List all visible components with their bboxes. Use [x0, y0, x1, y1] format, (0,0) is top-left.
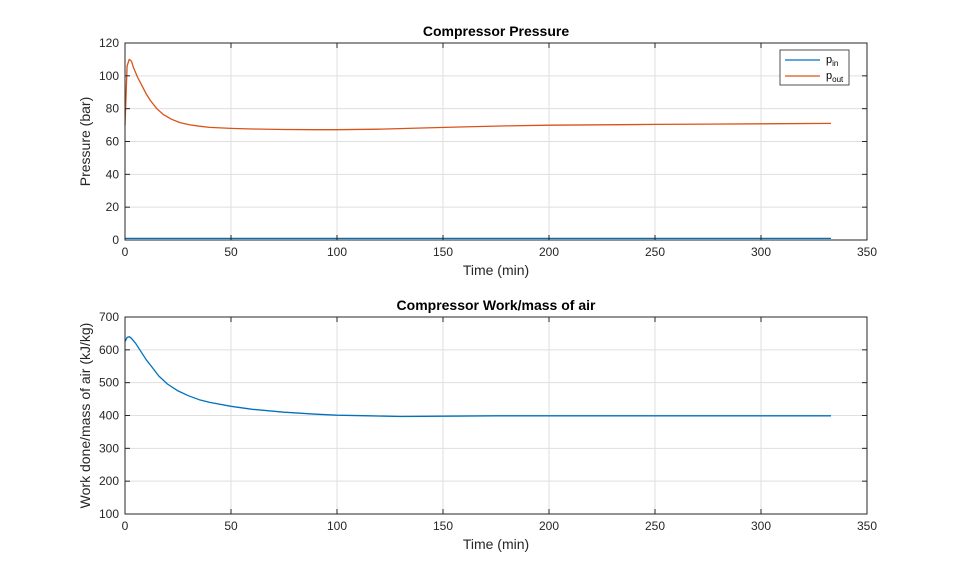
x-tick-label: 200: [539, 519, 559, 533]
y-tick-label: 80: [106, 102, 120, 116]
x-tick-label: 350: [857, 519, 877, 533]
x-tick-label: 350: [857, 245, 877, 259]
legend-entry: pin: [826, 54, 838, 68]
x-tick-label: 0: [122, 245, 129, 259]
x-tick-label: 0: [122, 519, 129, 533]
y-tick-label: 400: [99, 409, 119, 423]
series-line-p-out: [124, 58, 832, 131]
legend-entry: pout: [826, 70, 844, 84]
legend-box: [779, 49, 850, 86]
y-axis-label: Work done/mass of air (kJ/kg): [77, 323, 93, 509]
y-tick-label: 0: [112, 233, 119, 247]
x-tick-label: 150: [433, 519, 453, 533]
y-tick-label: 100: [99, 507, 119, 521]
chart-2: 0 50 100 150 200 250 300 350 100 200 300 400 500 600 7…: [77, 297, 877, 552]
y-tick-label: 500: [99, 376, 119, 390]
y-tick-label: 20: [106, 200, 120, 214]
y-tick-label: 60: [106, 135, 120, 149]
x-tick-label: 250: [645, 245, 665, 259]
chart-title: Compressor Work/mass of air: [397, 297, 596, 313]
x-tick-label: 200: [539, 245, 559, 259]
y-tick-label: 100: [99, 69, 119, 83]
chart-title: Compressor Pressure: [423, 23, 570, 39]
y-tick-label: 40: [106, 167, 120, 181]
x-tick-label: 150: [433, 245, 453, 259]
y-tick-label: 700: [99, 310, 119, 324]
chart-1: 0 50 100 150 200 250 300 350 0 20 40 60 80 100 120 Comp…: [77, 23, 877, 278]
y-axis-label: Pressure (bar): [77, 97, 93, 186]
y-tick-label: 200: [99, 474, 119, 488]
series-line-1: [124, 336, 831, 418]
x-tick-label: 50: [224, 519, 238, 533]
legend: pin pout: [779, 49, 850, 86]
x-tick-label: 250: [645, 519, 665, 533]
y-tick-label: 600: [99, 343, 119, 357]
x-axis-label: Time (min): [463, 262, 529, 278]
x-tick-label: 50: [224, 245, 238, 259]
y-tick-label: 120: [99, 36, 119, 50]
x-tick-label: 100: [327, 245, 347, 259]
x-tick-label: 100: [327, 519, 347, 533]
x-tick-label: 300: [751, 519, 771, 533]
x-tick-label: 300: [751, 245, 771, 259]
y-tick-label: 300: [99, 441, 119, 455]
x-axis-label: Time (min): [463, 536, 529, 552]
